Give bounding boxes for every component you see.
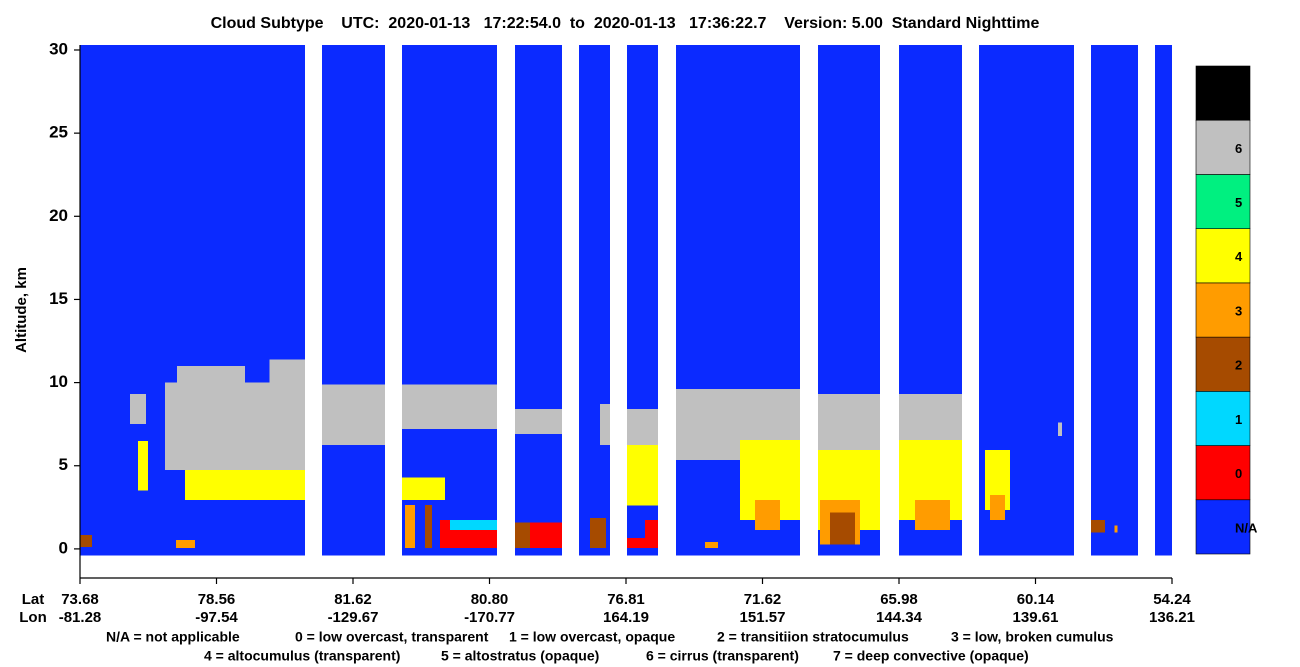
- data-coverage: [402, 45, 498, 556]
- colorbar-label: 0: [1235, 466, 1242, 481]
- cloud-feature: [402, 477, 446, 500]
- key-entry: 7 = deep convective (opaque): [833, 648, 1029, 664]
- key-entry: 2 = transitiion stratocumulus: [717, 629, 909, 645]
- cloud-feature: [165, 382, 305, 470]
- y-tick-label: 15: [49, 289, 68, 308]
- cloud-feature: [424, 504, 433, 548]
- cloud-feature: [626, 444, 658, 506]
- key-entry: 3 = low, broken cumulus: [951, 629, 1114, 645]
- colorbar-label: 6: [1235, 141, 1242, 156]
- lat-title: Lat: [22, 591, 45, 608]
- lon-label: -81.28: [59, 609, 102, 626]
- lon-title: Lon: [19, 609, 47, 626]
- y-axis-label: Altitude, km: [13, 267, 30, 353]
- colorbar-label: 7: [1235, 87, 1242, 102]
- colorbar-label: 4: [1235, 249, 1243, 264]
- cloud-feature: [626, 409, 658, 450]
- colorbar-swatch: [1195, 499, 1251, 555]
- cloud-feature: [589, 518, 606, 548]
- colorbar-label: N/A: [1235, 520, 1258, 535]
- lat-label: 78.56: [198, 591, 236, 608]
- cloud-feature: [829, 512, 855, 545]
- key-entry: 5 = altostratus (opaque): [441, 648, 599, 664]
- lon-label: 164.19: [603, 609, 649, 626]
- cloud-feature: [1058, 422, 1062, 436]
- cloud-feature: [80, 534, 93, 548]
- key-entry: 0 = low overcast, transparent: [295, 629, 489, 645]
- colorbar-swatch: [1195, 282, 1251, 338]
- lat-label: 76.81: [607, 591, 645, 608]
- y-tick-label: 25: [49, 123, 68, 142]
- colorbar-swatch: [1195, 391, 1251, 446]
- cloud-feature: [515, 409, 562, 435]
- lat-label: 81.62: [334, 591, 372, 608]
- cloud-feature: [184, 469, 305, 500]
- lon-label: -97.54: [195, 609, 238, 626]
- cloud-feature: [449, 519, 498, 530]
- data-coverage: [1154, 45, 1172, 556]
- colorbar-swatch: [1195, 65, 1251, 121]
- chart-title: Cloud Subtype UTC: 2020-01-13 17:22:54.0…: [211, 15, 1040, 32]
- colorbar-label: 5: [1235, 195, 1242, 210]
- cloud-feature: [600, 404, 611, 445]
- key-entry: 6 = cirrus (transparent): [646, 648, 799, 664]
- lat-label: 54.24: [1153, 591, 1191, 608]
- lat-label: 80.80: [471, 591, 509, 608]
- lon-label: -170.77: [464, 609, 515, 626]
- y-tick-label: 5: [59, 455, 68, 474]
- colorbar-label: 3: [1235, 303, 1242, 318]
- y-tick-label: 0: [59, 538, 68, 557]
- y-tick-label: 20: [49, 206, 68, 225]
- cloud-feature: [176, 365, 246, 383]
- lon-label: 139.61: [1013, 609, 1059, 626]
- colorbar-label: 1: [1235, 412, 1242, 427]
- data-coverage: [322, 45, 386, 556]
- lat-label: 73.68: [61, 591, 99, 608]
- colorbar-label: 2: [1235, 358, 1242, 373]
- lon-label: 151.57: [740, 609, 786, 626]
- cloud-feature: [754, 499, 780, 530]
- lat-label: 71.62: [744, 591, 782, 608]
- cloud-feature: [1091, 519, 1105, 533]
- cloud-feature: [1114, 525, 1118, 533]
- data-coverage: [579, 45, 611, 556]
- colorbar-swatch: [1195, 174, 1251, 229]
- cloud-feature: [405, 504, 415, 548]
- cloud-feature: [322, 384, 386, 445]
- lat-label: 60.14: [1017, 591, 1055, 608]
- lon-label: -129.67: [328, 609, 379, 626]
- lat-label: 65.98: [880, 591, 918, 608]
- cloud-feature: [914, 499, 951, 530]
- colorbar-swatch: [1195, 119, 1251, 175]
- key-entry: 4 = altocumulus (transparent): [204, 648, 400, 664]
- y-tick-label: 10: [49, 372, 68, 391]
- lon-label: 136.21: [1149, 609, 1195, 626]
- cloud-feature: [129, 394, 147, 425]
- cloud-feature: [515, 522, 531, 548]
- data-coverage: [515, 45, 562, 556]
- cloud-feature: [818, 394, 881, 455]
- cloud-feature: [530, 522, 562, 548]
- colorbar-swatch: [1195, 336, 1251, 392]
- key-entry: N/A = not applicable: [106, 629, 240, 645]
- cloud-feature: [138, 440, 148, 491]
- lon-label: 144.34: [876, 609, 923, 626]
- cloud-feature: [269, 359, 305, 383]
- cloud-feature: [644, 519, 658, 539]
- key-entry: 1 = low overcast, opaque: [509, 629, 675, 645]
- colorbar-swatch: [1195, 228, 1251, 284]
- cloud-feature: [705, 541, 719, 548]
- cloud-feature: [990, 494, 1006, 520]
- cloud-feature: [626, 537, 658, 548]
- y-tick-label: 30: [49, 39, 68, 58]
- data-coverage: [1091, 45, 1139, 556]
- cloud-feature: [402, 384, 498, 430]
- cloud-feature: [175, 539, 195, 548]
